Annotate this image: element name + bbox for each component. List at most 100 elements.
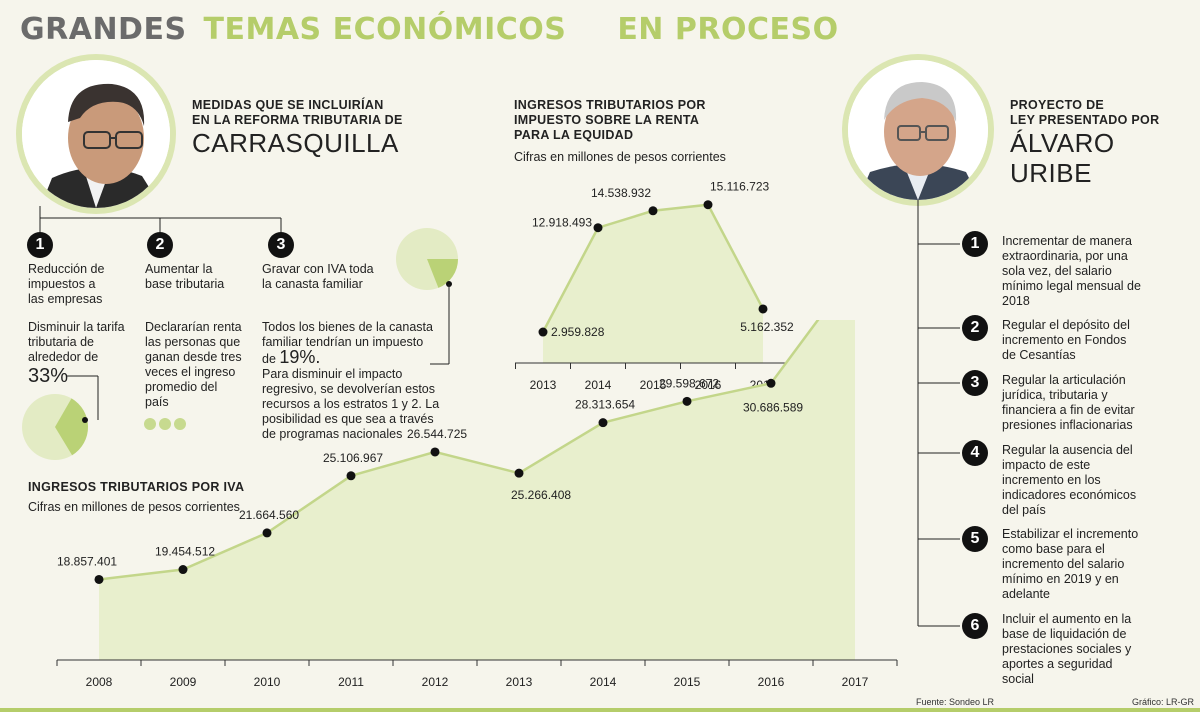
uribe-item-3-line3: financiera a fin de evitar: [1002, 403, 1135, 417]
measure-1-text: Reducción de impuestos a las empresas: [28, 262, 104, 307]
data-label: 15.116.723: [710, 180, 769, 194]
detail1-line1: Disminuir la tarifa: [28, 320, 125, 334]
detail1-line3: alrededor de: [28, 350, 99, 364]
renta-area-chart: 201320142015201620172.959.82812.918.4931…: [515, 180, 794, 392]
pie-19-chart: [396, 228, 458, 365]
uribe-item-1-line2: extraordinaria, por una: [1002, 249, 1128, 263]
iva-chart-subtitle: Cifras en millones de pesos corrientes: [28, 500, 240, 514]
data-label: 25.106.967: [323, 451, 383, 465]
data-label: 29.598.672: [659, 376, 719, 390]
data-point: [262, 528, 272, 538]
uribe-item-4-line2: impacto de este: [1002, 458, 1091, 472]
data-point: [766, 378, 776, 388]
measure-1-line1: Reducción de: [28, 262, 105, 276]
detail2-line1: Declararían renta: [145, 320, 242, 334]
x-tick-label: 2008: [86, 675, 113, 689]
uribe-item-3-line4: presiones inflacionarias: [1002, 418, 1133, 432]
iva-chart-title: INGRESOS TRIBUTARIOS POR IVA: [28, 480, 245, 494]
measure-3-text: Gravar con IVA toda la canasta familiar: [262, 262, 374, 292]
data-label: 2.959.828: [551, 325, 605, 339]
left-heading-name: CARRASQUILLA: [192, 128, 399, 158]
detail2-line3: ganan desde tres: [145, 350, 242, 364]
uribe-item-3-number: 3: [962, 370, 988, 396]
title-temas: TEMAS ECONÓMICOS: [203, 12, 567, 47]
pie-33-slice: [55, 398, 88, 456]
renta-title-line3: PARA LA EQUIDAD: [514, 128, 634, 142]
measure-2-text: Aumentar la base tributaria: [145, 262, 224, 292]
uribe-item-4-number: 4: [962, 440, 988, 466]
left-heading: MEDIDAS QUE SE INCLUIRÍAN EN LA REFORMA …: [192, 98, 403, 128]
uribe-item-6-line2: base de liquidación de: [1002, 627, 1127, 641]
uribe-item-5-line1: Estabilizar el incremento: [1002, 527, 1139, 541]
right-heading-line1: PROYECTO DE: [1010, 98, 1105, 112]
x-tick-label: 2013: [506, 675, 533, 689]
uribe-item-5-line3: incremento del salario: [1002, 557, 1125, 571]
person-portrait-icon: [848, 60, 988, 200]
right-heading: PROYECTO DE LEY PRESENTADO POR: [1010, 98, 1159, 128]
uribe-item-4-line1: Regular la ausencia del: [1002, 443, 1133, 457]
uribe-item-1-number: 1: [962, 231, 988, 257]
measure-3-detail: Todos los bienes de la canasta familiar …: [262, 320, 439, 442]
carrasquilla-photo: [22, 60, 170, 208]
uribe-item-6-line3: prestaciones sociales y: [1002, 642, 1132, 656]
right-heading-line2: LEY PRESENTADO POR: [1010, 113, 1160, 127]
uribe-item-1-text: Incrementar de manera extraordinaria, po…: [1002, 234, 1141, 309]
uribe-item-3-text: Regular la articulación jurídica, tribut…: [1002, 373, 1135, 433]
x-tick-label: 2015: [674, 675, 701, 689]
measures-connector: [39, 206, 282, 232]
pie-33-chart: [22, 375, 99, 460]
x-tick-label: 2016: [758, 675, 785, 689]
person-portrait-icon: [22, 60, 170, 208]
uribe-item-5-line4: mínimo en 2019 y en: [1002, 572, 1119, 586]
data-label: 26.544.725: [407, 427, 467, 441]
x-tick-label: 2013: [530, 378, 557, 392]
data-point: [648, 206, 658, 216]
x-tick-label: 2011: [338, 675, 364, 689]
renta-chart-title: INGRESOS TRIBUTARIOS POR IMPUESTO SOBRE …: [514, 98, 706, 143]
detail3-line8: de programas nacionales: [262, 427, 403, 441]
measure-2-detail: Declararían renta las personas que ganan…: [145, 320, 242, 410]
data-label: 28.313.654: [575, 398, 635, 412]
uribe-item-2-number: 2: [962, 315, 988, 341]
renta-chart-subtitle: Cifras en millones de pesos corrientes: [514, 150, 726, 164]
detail3-line6: recursos a los estratos 1 y 2. La: [262, 397, 440, 411]
data-label: 5.162.352: [740, 320, 794, 334]
title-en-proceso: EN PROCESO: [617, 12, 839, 47]
uribe-item-1-line3: sola vez, del salario: [1002, 264, 1112, 278]
uribe-item-4-line5: del país: [1002, 503, 1046, 517]
uribe-item-5-line2: como base para el: [1002, 542, 1105, 556]
data-point: [430, 447, 440, 457]
measure-2-number: 2: [147, 232, 173, 258]
area-fill: [99, 320, 855, 660]
ellipsis-dots-icon: [144, 418, 186, 430]
data-label: 25.266.408: [511, 488, 571, 502]
uribe-list-connector: [917, 200, 960, 627]
credit-note: Gráfico: LR-GR: [1132, 697, 1195, 707]
uribe-item-1-line5: 2018: [1002, 294, 1030, 308]
x-tick-label: 2014: [590, 675, 617, 689]
x-tick-label: 2015: [640, 378, 667, 392]
data-point: [94, 574, 104, 584]
x-tick-label: 2010: [254, 675, 281, 689]
data-point: [593, 223, 603, 233]
detail2-line4: veces el ingreso: [145, 365, 236, 379]
title-word-grandes: GRANDES: [20, 12, 187, 47]
detail2-line6: país: [145, 395, 169, 409]
data-point: [682, 396, 692, 406]
measure-1-line2: impuestos a: [28, 277, 96, 291]
detail1-line2: tributaria de: [28, 335, 95, 349]
uribe-item-6-line4: aportes a seguridad: [1002, 657, 1113, 671]
uribe-item-6-text: Incluir el aumento en la base de liquida…: [1002, 612, 1131, 687]
detail3-line2: familiar tendrían un impuesto: [262, 335, 424, 349]
uribe-item-5-line5: adelante: [1002, 587, 1050, 601]
source-note: Fuente: Sondeo LR: [916, 697, 995, 707]
page-title: GRANDES TEMAS ECONÓMICOS EN PROCESO: [20, 12, 839, 47]
measure-1-line3: las empresas: [28, 292, 103, 306]
data-label: 19.454.512: [155, 545, 215, 559]
measure-3-number: 3: [268, 232, 294, 258]
data-point: [703, 200, 713, 210]
detail3-line4: Para disminuir el impacto: [262, 367, 403, 381]
detail3-line3: de 19%.: [262, 348, 439, 367]
pie-19-slice: [427, 259, 458, 288]
